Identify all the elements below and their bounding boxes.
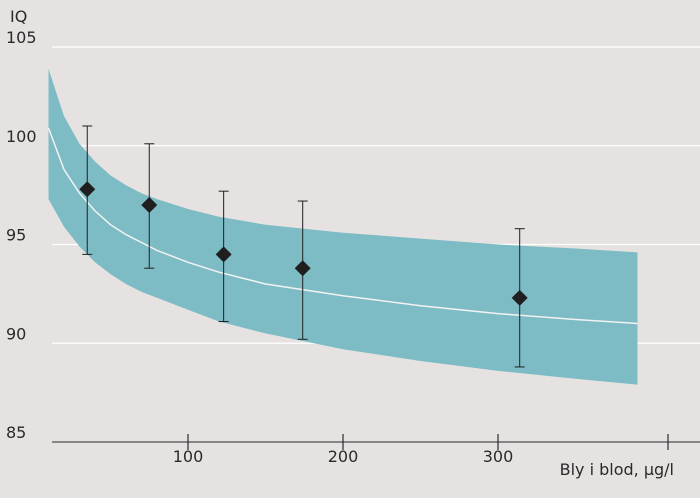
x-tick-label: 100 xyxy=(173,447,204,466)
data-point xyxy=(511,228,528,368)
y-tick-label: 100 xyxy=(6,127,37,146)
diamond-marker xyxy=(294,260,311,277)
x-axis-title: Bly i blod, µg/l xyxy=(560,460,674,479)
y-axis: 85 90 95 100 105 xyxy=(6,28,37,442)
diamond-marker xyxy=(511,289,528,306)
x-tick-label: 200 xyxy=(328,447,359,466)
data-point xyxy=(141,143,158,269)
x-axis: 100 200 300 xyxy=(52,434,700,466)
y-tick-label: 90 xyxy=(6,324,26,343)
confidence-band xyxy=(48,68,638,385)
diamond-marker xyxy=(141,197,158,213)
diamond-marker xyxy=(79,181,96,198)
data-point xyxy=(215,190,232,323)
x-tick-label: 300 xyxy=(483,447,514,466)
y-tick-label: 85 xyxy=(6,423,26,442)
diamond-marker xyxy=(215,246,232,263)
data-point xyxy=(294,200,311,340)
data-point xyxy=(79,125,96,255)
y-axis-title: IQ xyxy=(10,7,27,26)
y-tick-label: 105 xyxy=(6,28,37,47)
y-tick-label: 95 xyxy=(6,226,26,245)
data-points xyxy=(79,125,528,368)
